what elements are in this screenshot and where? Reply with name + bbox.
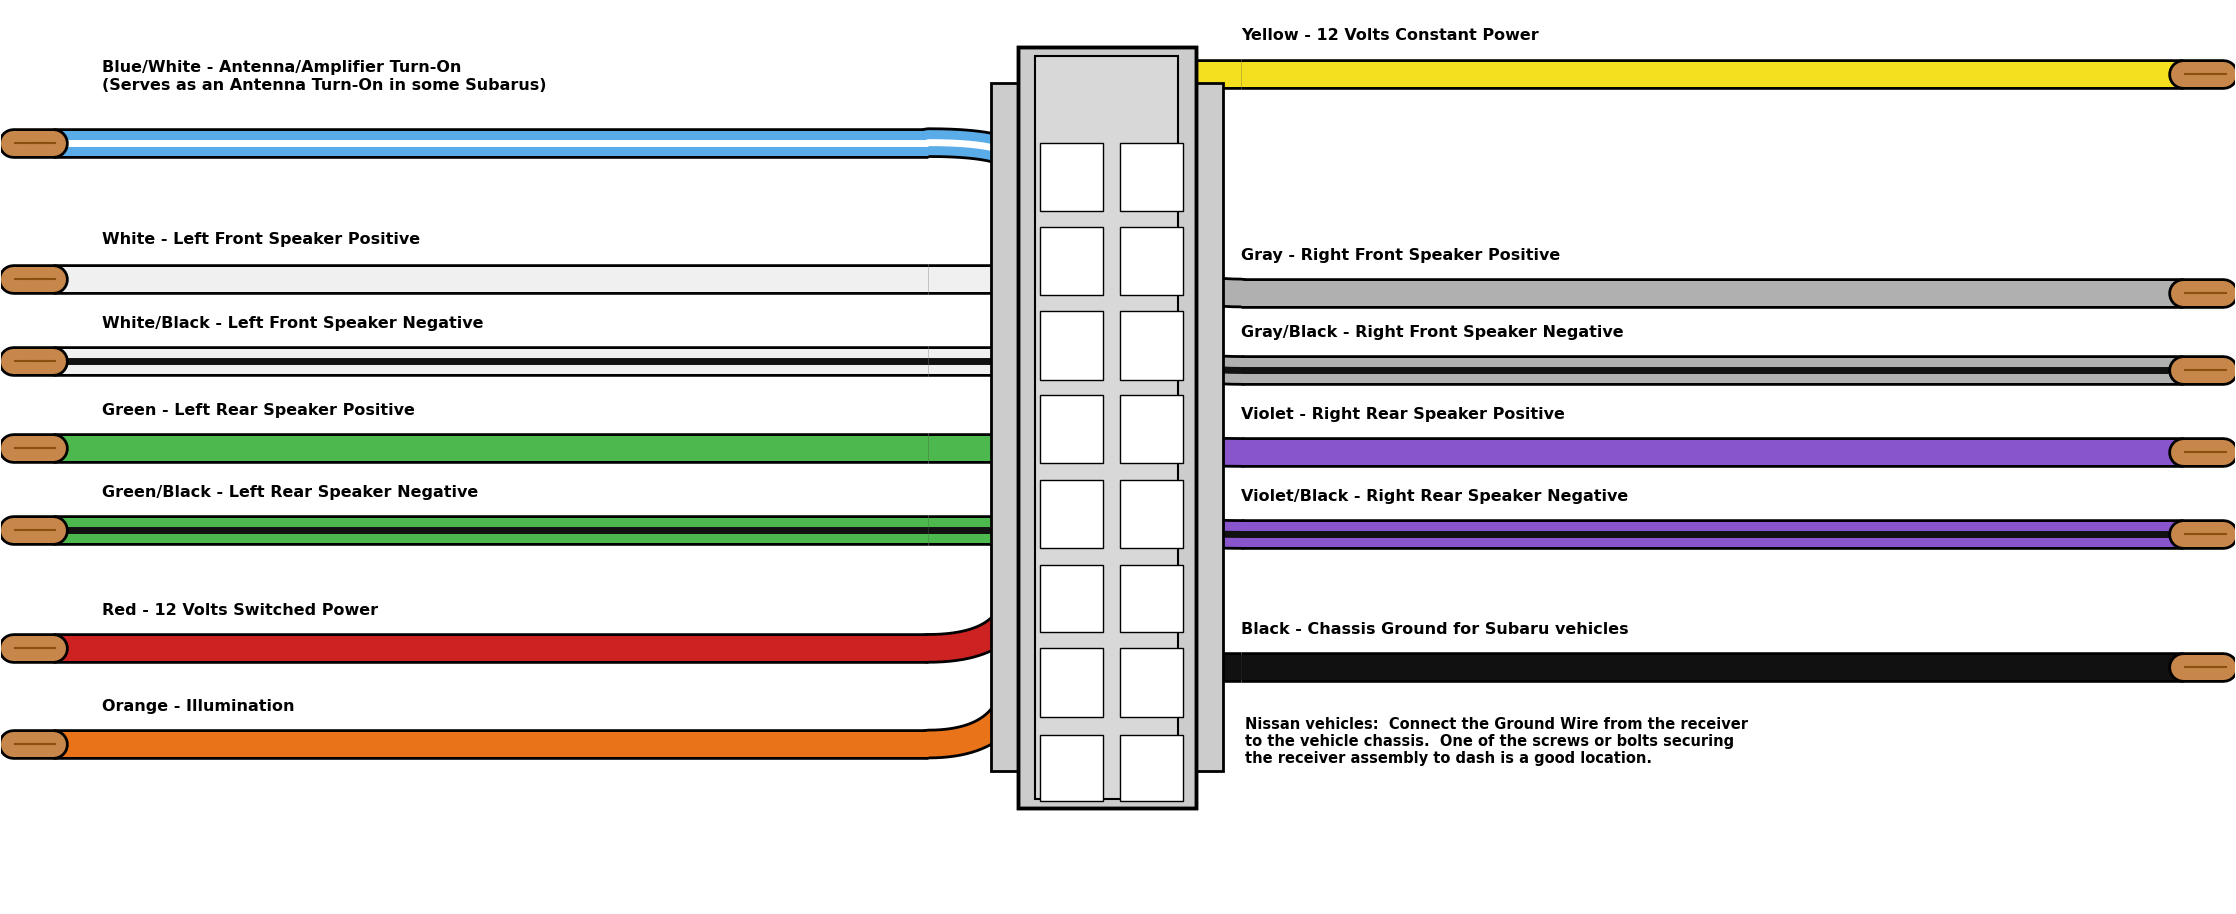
- Text: Green/Black - Left Rear Speaker Negative: Green/Black - Left Rear Speaker Negative: [103, 484, 479, 500]
- Bar: [1040, 311, 1102, 379]
- Text: Green - Left Rear Speaker Positive: Green - Left Rear Speaker Positive: [103, 403, 414, 418]
- Bar: [1040, 480, 1102, 548]
- Bar: [1017, 47, 1196, 808]
- Text: Black - Chassis Ground for Subaru vehicles: Black - Chassis Ground for Subaru vehicl…: [1241, 622, 1628, 636]
- Text: White - Left Front Speaker Positive: White - Left Front Speaker Positive: [103, 232, 420, 248]
- Bar: [1120, 395, 1183, 463]
- Bar: [1120, 735, 1183, 802]
- Text: Nissan vehicles:  Connect the Ground Wire from the receiver
to the vehicle chass: Nissan vehicles: Connect the Ground Wire…: [1245, 717, 1749, 767]
- Bar: [1120, 648, 1183, 717]
- Text: Red - 12 Volts Switched Power: Red - 12 Volts Switched Power: [103, 603, 378, 618]
- Text: Gray/Black - Right Front Speaker Negative: Gray/Black - Right Front Speaker Negativ…: [1241, 325, 1623, 340]
- Bar: [1120, 143, 1183, 211]
- Bar: [1040, 228, 1102, 295]
- Text: Orange - Illumination: Orange - Illumination: [103, 699, 295, 714]
- Bar: [1120, 565, 1183, 632]
- Text: Blue/White - Antenna/Amplifier Turn-On
(Serves as an Antenna Turn-On in some Sub: Blue/White - Antenna/Amplifier Turn-On (…: [103, 60, 546, 92]
- Bar: [1120, 228, 1183, 295]
- Bar: [1035, 56, 1178, 799]
- Bar: [1040, 395, 1102, 463]
- FancyBboxPatch shape: [1017, 47, 1196, 808]
- Text: Yellow - 12 Volts Constant Power: Yellow - 12 Volts Constant Power: [1241, 28, 1538, 43]
- Bar: [991, 83, 1017, 771]
- Bar: [1040, 565, 1102, 632]
- Text: Gray - Right Front Speaker Positive: Gray - Right Front Speaker Positive: [1241, 248, 1561, 263]
- Bar: [1120, 311, 1183, 379]
- Text: White/Black - Left Front Speaker Negative: White/Black - Left Front Speaker Negativ…: [103, 316, 483, 331]
- Bar: [1040, 648, 1102, 717]
- Bar: [1040, 735, 1102, 802]
- Text: Violet/Black - Right Rear Speaker Negative: Violet/Black - Right Rear Speaker Negati…: [1241, 489, 1628, 505]
- Bar: [1196, 83, 1223, 771]
- Bar: [1120, 480, 1183, 548]
- Bar: [1040, 143, 1102, 211]
- Text: Violet - Right Rear Speaker Positive: Violet - Right Rear Speaker Positive: [1241, 408, 1565, 422]
